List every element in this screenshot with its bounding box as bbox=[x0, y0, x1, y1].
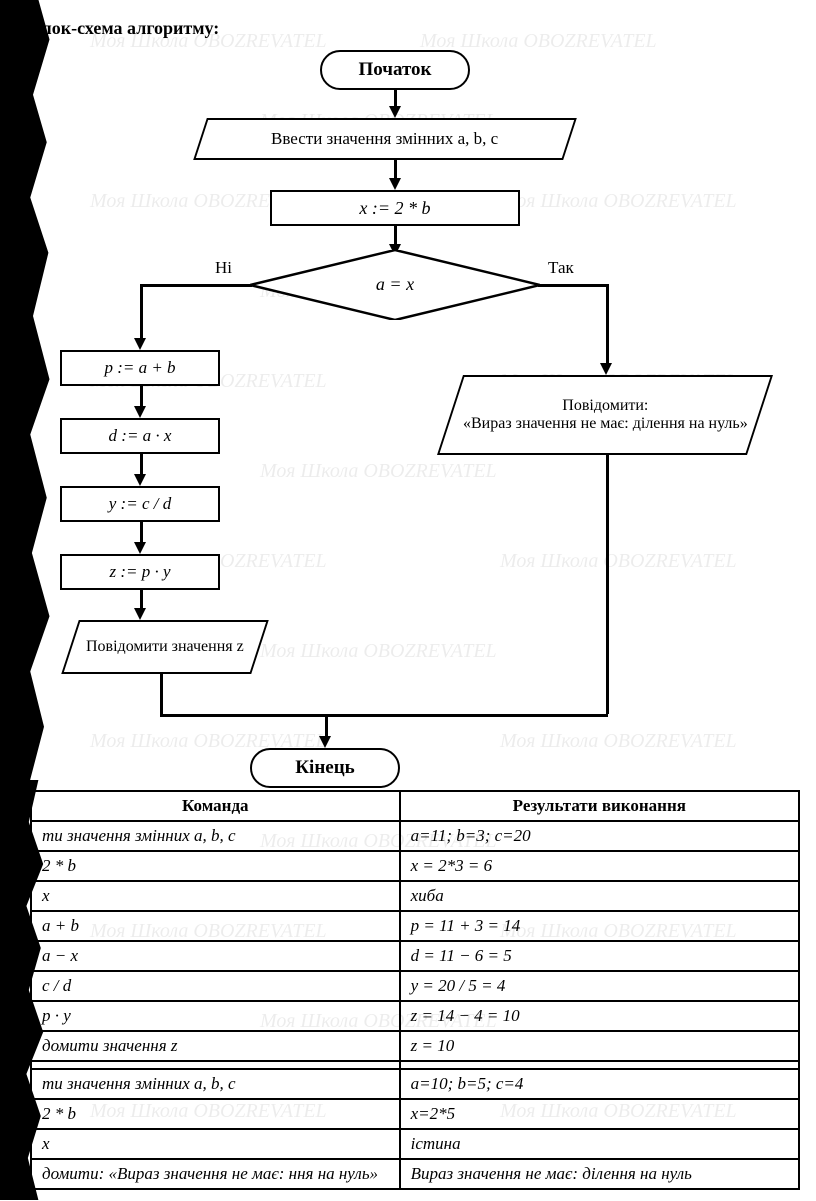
table-row: a + bp = 11 + 3 = 14 bbox=[31, 911, 799, 941]
node-proc-p: p := a + b bbox=[60, 350, 220, 386]
cell-command: 2 * b bbox=[31, 1099, 400, 1129]
node-out-err: Повідомити: «Вираз значення не має: діле… bbox=[437, 375, 773, 455]
node-proc-d: d := a · x bbox=[60, 418, 220, 454]
cell-command: c / d bbox=[31, 971, 400, 1001]
table-row: домити значення zz = 10 bbox=[31, 1031, 799, 1061]
cell-command: ти значення змінних a, b, c bbox=[31, 821, 400, 851]
cell-command: x bbox=[31, 1129, 400, 1159]
table-row: p · yz = 14 − 4 = 10 bbox=[31, 1001, 799, 1031]
node-input: Ввести значення змінних a, b, c bbox=[193, 118, 577, 160]
branch-no: Ні bbox=[215, 258, 232, 278]
cell-command: домити значення z bbox=[31, 1031, 400, 1061]
cell-result: Вираз значення не має: ділення на нуль bbox=[400, 1159, 799, 1189]
cell-result: a=10; b=5; c=4 bbox=[400, 1069, 799, 1099]
table-row: домити: «Вираз значення не має: ння на н… bbox=[31, 1159, 799, 1189]
node-proc-x: x := 2 * b bbox=[270, 190, 520, 226]
table-row: c / dy = 20 / 5 = 4 bbox=[31, 971, 799, 1001]
col-command: Команда bbox=[31, 791, 400, 821]
cell-command: ти значення змінних a, b, c bbox=[31, 1069, 400, 1099]
branch-yes: Так bbox=[548, 258, 574, 278]
cell-result: x = 2*3 = 6 bbox=[400, 851, 799, 881]
cell-result: x=2*5 bbox=[400, 1099, 799, 1129]
trace-table: Команда Результати виконання ти значення… bbox=[30, 790, 800, 1190]
cell-command: a − x bbox=[31, 941, 400, 971]
cell-command: x bbox=[31, 881, 400, 911]
table-row: a − xd = 11 − 6 = 5 bbox=[31, 941, 799, 971]
node-end: Кінець bbox=[250, 748, 400, 788]
table-row: 2 * bx=2*5 bbox=[31, 1099, 799, 1129]
cell-result: хиба bbox=[400, 881, 799, 911]
cell-result: z = 10 bbox=[400, 1031, 799, 1061]
cell-result: a=11; b=3; c=20 bbox=[400, 821, 799, 851]
table-row: 2 * bx = 2*3 = 6 bbox=[31, 851, 799, 881]
cell-command: домити: «Вираз значення не має: ння на н… bbox=[31, 1159, 400, 1189]
node-proc-y: y := c / d bbox=[60, 486, 220, 522]
node-decision-label: a = x bbox=[365, 274, 425, 295]
cell-result: d = 11 − 6 = 5 bbox=[400, 941, 799, 971]
node-proc-z: z := p · y bbox=[60, 554, 220, 590]
page-title: Блок-схема алгоритму: bbox=[30, 18, 219, 39]
cell-result: z = 14 − 4 = 10 bbox=[400, 1001, 799, 1031]
node-start: Початок bbox=[320, 50, 470, 90]
table-row: ти значення змінних a, b, ca=11; b=3; c=… bbox=[31, 821, 799, 851]
cell-command: p · y bbox=[31, 1001, 400, 1031]
cell-command: 2 * b bbox=[31, 851, 400, 881]
flowchart: Початок Ввести значення змінних a, b, c … bbox=[0, 40, 816, 780]
cell-result: істина bbox=[400, 1129, 799, 1159]
table-row: xістина bbox=[31, 1129, 799, 1159]
cell-result: p = 11 + 3 = 14 bbox=[400, 911, 799, 941]
col-result: Результати виконання bbox=[400, 791, 799, 821]
table-row: xхиба bbox=[31, 881, 799, 911]
cell-result: y = 20 / 5 = 4 bbox=[400, 971, 799, 1001]
node-out-z: Повідомити значення z bbox=[61, 620, 269, 674]
cell-command: a + b bbox=[31, 911, 400, 941]
table-row: ти значення змінних a, b, ca=10; b=5; c=… bbox=[31, 1069, 799, 1099]
